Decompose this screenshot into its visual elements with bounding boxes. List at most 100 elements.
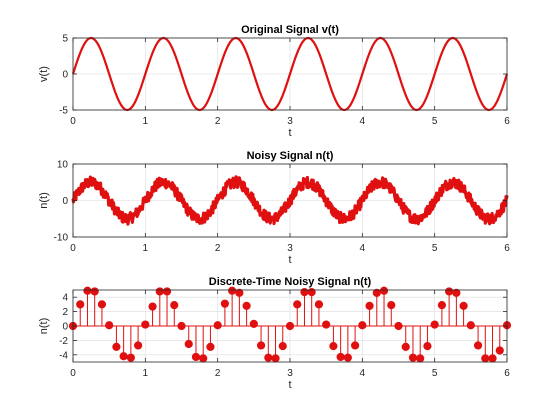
y-tick-label: -4 [59, 350, 68, 361]
stem-marker [459, 301, 468, 310]
x-tick-label: 4 [360, 116, 366, 127]
stem-marker [437, 301, 446, 310]
stem-marker [430, 320, 439, 329]
stem-marker [97, 300, 107, 309]
y-tick-label: 0 [62, 322, 68, 333]
stem-marker [408, 353, 418, 362]
stem-marker [184, 339, 193, 349]
x-tick-label: 2 [215, 116, 221, 127]
stem-marker [134, 341, 143, 350]
stem-marker [206, 342, 215, 351]
stem-marker [170, 301, 179, 310]
stem-marker [264, 353, 273, 362]
y-axis-label: v(t) [38, 66, 50, 82]
stem-marker [394, 321, 403, 331]
x-tick-label: 4 [360, 243, 366, 254]
x-tick-label: 2 [215, 243, 221, 254]
stem-marker [358, 321, 367, 330]
stem-marker [495, 346, 504, 355]
stem-marker [199, 354, 208, 363]
x-tick-label: 1 [143, 368, 149, 379]
stem-marker [105, 321, 114, 330]
x-tick-label: 3 [287, 368, 293, 379]
stem-marker [90, 287, 99, 296]
stem-marker [191, 352, 201, 362]
x-tick-label: 0 [70, 368, 76, 379]
y-tick-label: 10 [57, 160, 69, 171]
stem-marker [285, 321, 295, 331]
x-tick-label: 5 [432, 116, 438, 127]
stem-marker [228, 286, 237, 295]
stem-marker [336, 352, 345, 362]
stem-marker [112, 342, 121, 351]
x-tick-label: 1 [143, 243, 149, 254]
stem-marker [343, 353, 352, 362]
stem-marker [387, 301, 396, 310]
x-tick-label: 3 [287, 116, 293, 127]
subplot-title: Original Signal v(t) [241, 24, 339, 36]
stem-marker [76, 300, 85, 309]
subplot-title: Discrete-Time Noisy Signal n(t) [209, 276, 372, 288]
stem-marker [126, 353, 135, 362]
stem-marker [314, 300, 324, 309]
stem-marker [83, 286, 92, 295]
y-tick-label: -10 [54, 233, 69, 244]
x-tick-label: 5 [432, 243, 438, 254]
x-axis-label: t [288, 379, 291, 391]
stem-marker [452, 288, 461, 297]
stem-marker [379, 286, 389, 295]
stem-marker [249, 319, 258, 328]
stem-marker [473, 341, 483, 350]
stem-marker [322, 320, 331, 329]
subplot-title: Noisy Signal n(t) [247, 150, 334, 162]
x-tick-label: 2 [215, 368, 221, 379]
stem-marker [488, 354, 497, 363]
y-tick-label: 0 [62, 70, 68, 81]
series-line-noisy [71, 175, 509, 226]
x-tick-label: 3 [287, 243, 293, 254]
x-tick-label: 5 [432, 368, 438, 379]
stem-marker [351, 341, 360, 350]
x-axis-label: t [288, 127, 291, 139]
stem-marker [162, 287, 172, 296]
y-tick-label: 4 [62, 293, 68, 304]
stem-marker [141, 320, 150, 329]
stem-marker [445, 287, 454, 296]
x-tick-label: 6 [504, 243, 510, 254]
y-axis-label: n(t) [38, 318, 50, 335]
stem-marker [372, 288, 381, 297]
subplot-discrete-noisy-signal: 0 1 2 3 4 5 6 -4 -2 0 2 4 Discrete-Time Noisy Signal… [38, 276, 512, 391]
series-line-original [71, 36, 509, 112]
y-axis-label: n(t) [38, 192, 50, 209]
x-tick-label: 4 [360, 368, 366, 379]
stem-marker [148, 302, 157, 311]
x-tick-label: 6 [504, 368, 510, 379]
stem-marker [416, 354, 425, 363]
stem-marker [278, 342, 287, 351]
stem-marker [481, 354, 490, 363]
x-tick-label: 1 [143, 116, 149, 127]
stem-marker [235, 288, 244, 297]
stem-marker [271, 354, 280, 363]
stem-marker [242, 301, 251, 310]
stem-marker [220, 299, 229, 308]
stem-marker [401, 342, 410, 351]
stem-marker [329, 342, 338, 351]
y-tick-label: 5 [62, 34, 68, 45]
stem-marker [155, 287, 164, 296]
stem-marker [213, 321, 222, 330]
stem-marker [256, 341, 266, 350]
y-tick-label: 0 [62, 196, 68, 207]
x-axis-label: t [288, 254, 291, 266]
y-tick-label: -2 [59, 336, 68, 347]
x-tick-label: 0 [70, 116, 76, 127]
stem-marker [177, 321, 186, 331]
stem-marker [466, 321, 475, 330]
y-tick-label: -5 [59, 106, 68, 117]
stem-marker [365, 301, 374, 310]
x-tick-label: 0 [70, 243, 76, 254]
stem-marker [423, 342, 432, 351]
